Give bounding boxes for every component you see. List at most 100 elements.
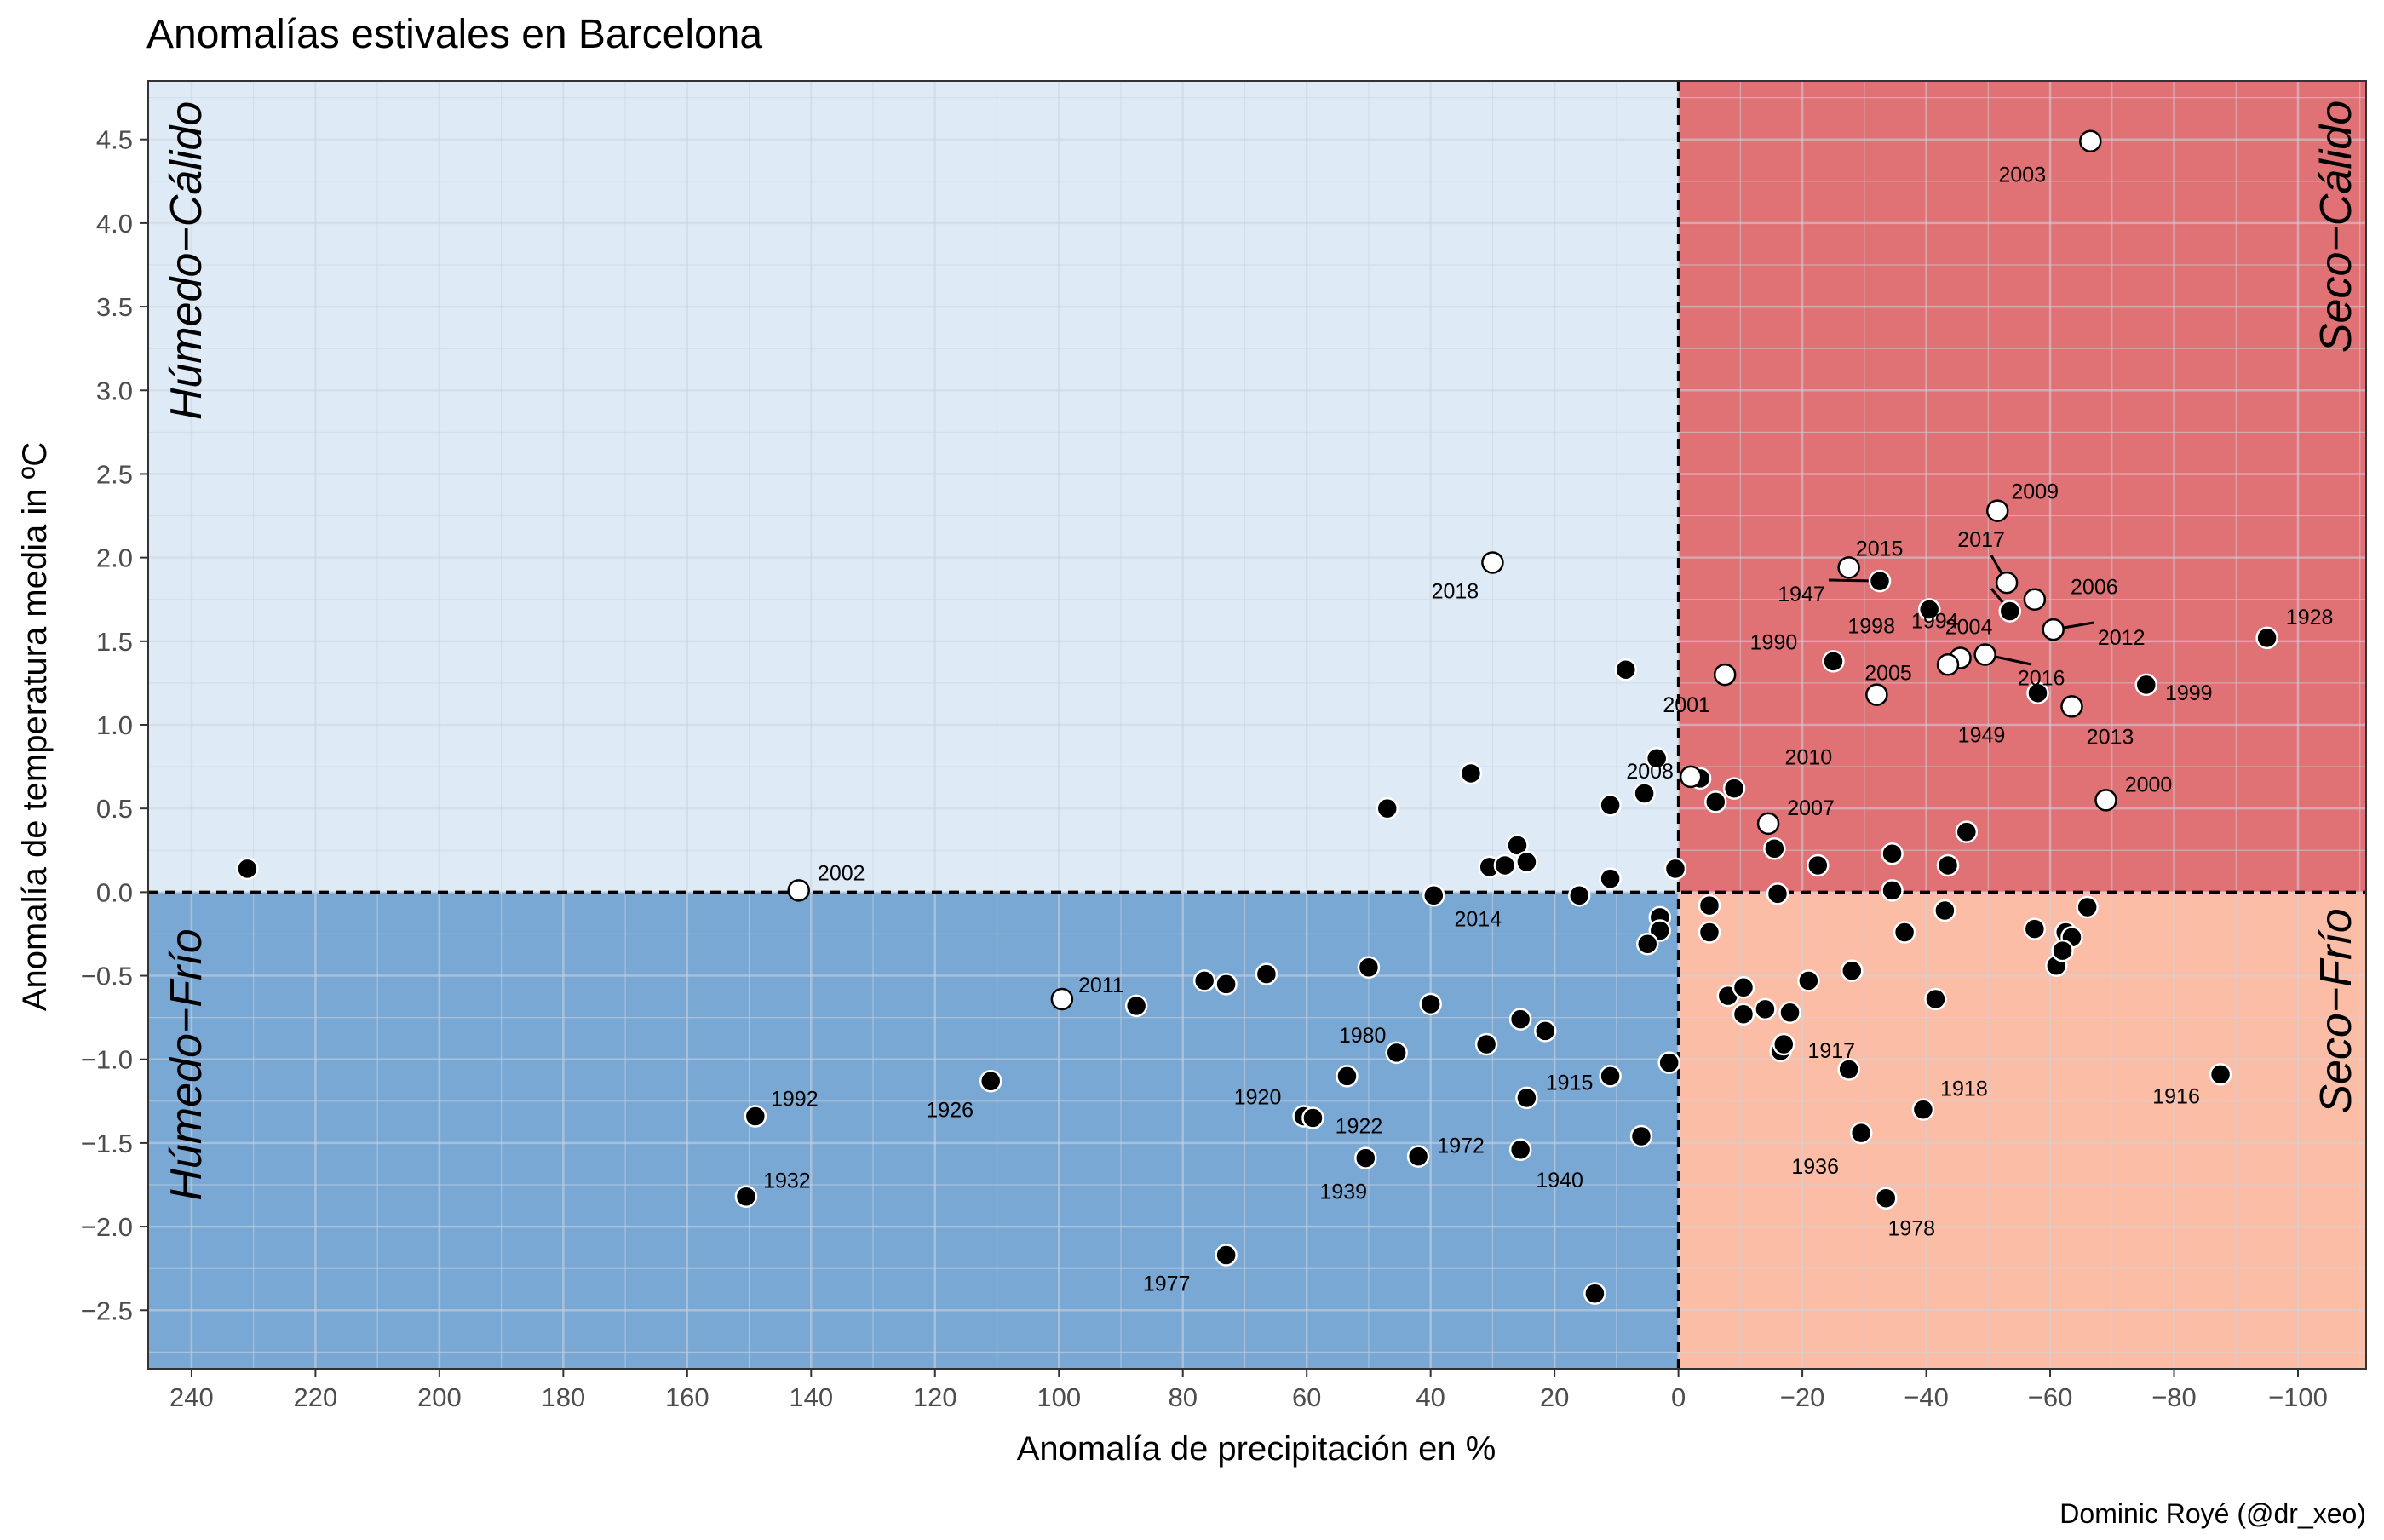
- x-tick-label: 140: [789, 1382, 833, 1412]
- point-labels: 2003 2009 2015 2017 1947 1994 2006 2012 1928 1998…: [763, 164, 2333, 1296]
- point-label-1998: 1998: [1847, 615, 1895, 639]
- point-label-2004: 2004: [1945, 615, 1993, 639]
- quadrant-top-right: [1678, 81, 2366, 893]
- data-point-1972: [1406, 1145, 1430, 1168]
- x-tick-label: 240: [169, 1382, 214, 1412]
- data-point: [1515, 1086, 1538, 1110]
- data-point: [1357, 956, 1381, 979]
- x-tick-label: 220: [294, 1382, 338, 1412]
- data-point-1990: [1822, 650, 1845, 673]
- data-point-1915: [1599, 1065, 1622, 1088]
- data-point-2014: [1422, 884, 1445, 907]
- data-point-2013: [2060, 695, 2083, 718]
- data-point: [1124, 994, 1148, 1018]
- data-point-1918: [1911, 1098, 1935, 1121]
- data-point: [1419, 992, 1442, 1016]
- data-point-1947: [1868, 569, 1892, 593]
- data-point-1926: [979, 1070, 1002, 1093]
- data-point-2012: [2042, 618, 2065, 641]
- x-tick-label: −80: [2151, 1382, 2197, 1412]
- point-label-2009: 2009: [2011, 480, 2059, 504]
- quadrant-top-left: [148, 81, 1679, 893]
- y-tick-label: −0.5: [81, 962, 133, 991]
- data-point: [1936, 853, 1960, 877]
- data-point: [1336, 1065, 1359, 1088]
- data-point-1932: [734, 1185, 758, 1208]
- data-point-2008: [1679, 765, 1703, 789]
- x-tick-label: 40: [1416, 1382, 1445, 1412]
- point-label-2010: 2010: [1785, 746, 1833, 770]
- data-point: [1567, 884, 1591, 907]
- data-point: [1881, 879, 1904, 902]
- data-point-1978: [1875, 1187, 1898, 1210]
- y-tick-label: 0.5: [96, 794, 133, 824]
- y-tick-label: −1.0: [81, 1045, 133, 1075]
- data-point: [2023, 917, 2047, 940]
- data-point: [1924, 987, 1947, 1011]
- data-point: [1629, 1124, 1653, 1148]
- point-label-2002: 2002: [818, 861, 865, 885]
- x-tick-label: 200: [417, 1382, 462, 1412]
- data-point: [1704, 790, 1727, 813]
- data-point-1992: [744, 1105, 767, 1128]
- data-point-1936: [1849, 1121, 1873, 1145]
- data-point-1940: [1508, 1138, 1532, 1162]
- data-point: [1841, 959, 1864, 982]
- point-label-1928: 1928: [2286, 606, 2334, 629]
- y-tick-label: 4.0: [96, 209, 133, 238]
- data-point: [1376, 796, 1399, 820]
- y-axis-title: Anomalía de temperatura media in ºC: [16, 442, 54, 1011]
- data-point-2006: [2023, 588, 2047, 611]
- point-label-2013: 2013: [2087, 725, 2134, 749]
- data-point-1916: [2209, 1063, 2232, 1086]
- data-point-1998: [1917, 598, 1941, 621]
- data-point-2003: [2079, 129, 2102, 152]
- data-point: [2051, 939, 2074, 962]
- y-tick-label: 2.0: [96, 543, 133, 573]
- point-label-1918: 1918: [1940, 1077, 1988, 1101]
- x-tick-label: 60: [1292, 1382, 1321, 1412]
- data-point: [1797, 969, 1820, 992]
- data-point-2010: [1865, 683, 1888, 706]
- data-point: [1215, 973, 1238, 996]
- data-point: [2076, 895, 2099, 919]
- data-point-2018: [1481, 551, 1504, 574]
- data-point: [1893, 921, 1916, 944]
- quadrant-label-bottom-right: Seco−Frío: [2312, 908, 2361, 1113]
- point-label-1936: 1936: [1791, 1155, 1839, 1179]
- quadrant-backgrounds: [148, 81, 2366, 1369]
- quadrant-bottom-left: [148, 892, 1679, 1369]
- point-label-1980: 1980: [1339, 1024, 1387, 1048]
- data-point-2011: [1050, 987, 1074, 1011]
- point-label-1947: 1947: [1778, 583, 1825, 606]
- x-tick-label: 0: [1671, 1382, 1686, 1412]
- data-points: [236, 129, 2278, 1305]
- point-label-1926: 1926: [926, 1098, 974, 1122]
- x-tick-label: 100: [1037, 1382, 1081, 1412]
- point-label-2006: 2006: [2071, 576, 2118, 600]
- data-point: [1459, 761, 1483, 785]
- data-point: [1493, 853, 1517, 877]
- point-label-1990: 1990: [1750, 630, 1798, 654]
- y-tick-label: 1.5: [96, 627, 133, 657]
- data-point-2016: [1973, 643, 1996, 666]
- data-point: [1474, 1032, 1498, 1056]
- data-point-2017: [1995, 571, 2019, 595]
- point-label-2008: 2008: [1626, 760, 1674, 784]
- point-label-2014: 2014: [1454, 907, 1502, 931]
- point-label-1994: 1994: [1911, 609, 1959, 633]
- y-tick-label: 4.5: [96, 125, 133, 155]
- x-tick-label: 20: [1540, 1382, 1569, 1412]
- quadrant-labels: Húmedo−Cálido Seco−Cálido Húmedo−Frío Seco−…: [162, 101, 2361, 1201]
- data-point: [1778, 1001, 1801, 1024]
- x-tick-label: 180: [541, 1382, 585, 1412]
- y-tick-label: 3.0: [96, 376, 133, 405]
- data-point: [1732, 976, 1755, 999]
- data-point-1977: [1215, 1244, 1238, 1267]
- y-tick-label: 1.0: [96, 710, 133, 740]
- y-axis: −2.5 −2.0 −1.5 −1.0 −0.5 0.0 0.5 1.0 1.5 2.0 2.5 3.…: [81, 125, 148, 1325]
- point-label-1917: 1917: [1807, 1039, 1855, 1063]
- reference-lines: [148, 81, 2366, 1369]
- point-label-2015: 2015: [1856, 537, 1904, 560]
